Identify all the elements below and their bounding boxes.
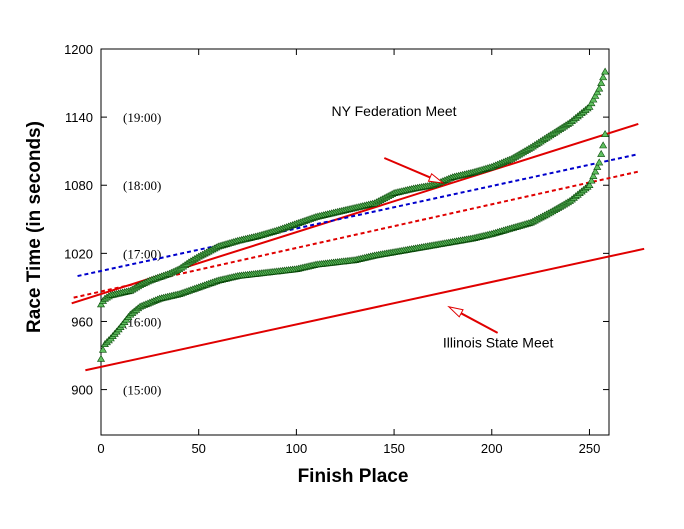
y-tick-label: 1080 [64,178,93,193]
data-point [599,141,608,149]
y-axis-title: Race Time (in seconds) [24,121,45,333]
time-label: (16:00) [123,314,161,329]
data-point [595,84,604,92]
time-labels: (15:00) (16:00) (17:00) (18:00) (19:00) [123,110,161,397]
y-tick-label: 1140 [65,110,93,125]
data-point [591,167,600,175]
plot-frame [100,48,610,436]
fit-line [73,170,639,299]
fit-line [85,247,645,372]
annotations: NY Federation Meet Illinois State Meet [332,103,554,351]
data-point [591,91,600,99]
data-point [587,99,596,107]
x-tick-label: 150 [383,441,405,456]
time-label: (15:00) [123,383,161,398]
x-axis-title: Finish Place [298,466,409,487]
data-point [593,88,602,96]
time-label: (18:00) [123,178,161,193]
time-label: (17:00) [123,246,161,261]
data-point [96,354,106,362]
data-point [593,162,602,170]
data-point [587,176,596,184]
data-point [96,300,106,308]
y-tick-label: 1020 [64,246,93,261]
fit-line [77,153,637,278]
data-point [599,73,608,81]
annotation-arrowhead [447,305,464,318]
annotation-arrowhead [427,172,445,184]
data-point [597,149,606,157]
annotation-label: NY Federation Meet [332,103,457,119]
data-point [585,102,594,110]
x-tick-label: 50 [191,441,205,456]
y-tick-label: 960 [71,314,93,329]
annotation-label: Illinois State Meet [443,335,554,351]
data-point [597,78,606,86]
x-tick-label: 200 [481,441,503,456]
data-point [589,172,598,179]
x-tick-label: 250 [579,441,601,456]
data-point [601,67,610,75]
annotation-arrow [460,312,499,334]
data-point [601,130,610,137]
data-point [98,345,107,353]
annotation-arrow [383,157,431,179]
x-tick-label: 0 [97,441,104,456]
y-axis: 900 960 1020 1080 1140 1200 [64,42,609,398]
data-points [96,67,610,362]
y-tick-label: 900 [71,383,93,398]
x-axis: 0 50 100 150 200 250 [97,49,600,456]
data-point [585,181,594,189]
data-point [595,158,604,166]
x-tick-label: 100 [286,441,308,456]
data-point [589,95,598,103]
y-tick-label: 1200 [64,42,93,57]
time-label: (19:00) [123,110,161,125]
